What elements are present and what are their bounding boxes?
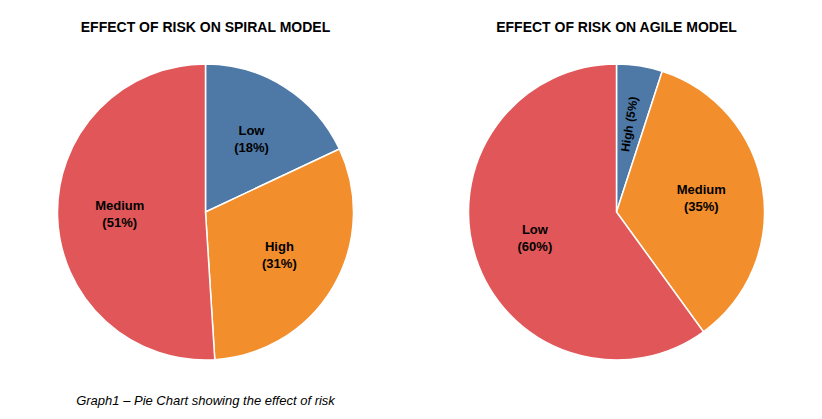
slice-value: (31%) xyxy=(262,256,297,271)
pie-slice xyxy=(58,64,215,360)
slice-labels: High(5%) Medium (35%) Low (60%) xyxy=(518,96,726,254)
slice-category: High xyxy=(265,239,294,254)
pie-panel: EFFECT OF RISK ON SPIRAL MODEL Low (18%) Hi… xyxy=(58,19,354,408)
slice-labels: Low (18%) High (31%) Medium (51%) xyxy=(95,123,297,271)
slice-category: Medium xyxy=(95,198,144,213)
slice-category: Medium xyxy=(677,182,726,197)
slices xyxy=(58,64,354,360)
slice-value: (18%) xyxy=(234,140,269,155)
chart-title: EFFECT OF RISK ON AGILE MODEL xyxy=(496,19,737,35)
slice-value: (35%) xyxy=(684,199,719,214)
slice-value: (51%) xyxy=(102,215,137,230)
slice-category: High xyxy=(618,124,636,153)
slices xyxy=(469,64,765,360)
slice-category: Low xyxy=(522,222,549,237)
pie-panel: EFFECT OF RISK ON AGILE MODEL High(5%) Med… xyxy=(469,19,765,360)
chart-title: EFFECT OF RISK ON SPIRAL MODEL xyxy=(81,19,331,35)
pie-slice xyxy=(469,64,704,360)
pie-slice xyxy=(206,149,354,360)
slice-category: Low xyxy=(238,123,265,138)
caption: Graph1 – Pie Chart showing the effect of… xyxy=(76,393,336,408)
chart-svg: EFFECT OF RISK ON SPIRAL MODEL Low (18%) Hi… xyxy=(0,0,822,419)
slice-value: (60%) xyxy=(518,239,553,254)
slice-value: (5%) xyxy=(623,96,641,123)
slice-label: High(5%) xyxy=(618,96,641,153)
